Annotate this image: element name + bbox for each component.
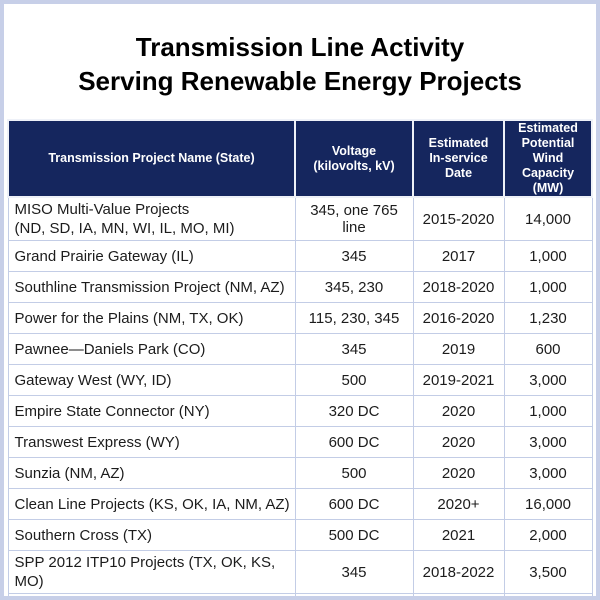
capacity-cell: 3,500 — [503, 550, 593, 594]
name-cell: Clean Line Projects (KS, OK, IA, NM, AZ) — [7, 488, 296, 520]
title-line-2: Serving Renewable Energy Projects — [78, 66, 522, 96]
name-cell: Empire State Connector (NY) — [7, 395, 296, 427]
capacity-cell: 3,000 — [503, 426, 593, 458]
capacity-cell: 1,000 — [503, 395, 593, 427]
voltage-cell: 500 — [294, 457, 414, 489]
voltage-cell: 600 DC — [294, 426, 414, 458]
capacity-cell: 1,230 — [503, 302, 593, 334]
name-cell: Grand Prairie Gateway (IL) — [7, 240, 296, 272]
name-cell: Southern Cross (TX) — [7, 519, 296, 551]
date-cell: 2020 — [412, 457, 505, 489]
name-cell: MISO Multi-Value Projects (ND, SD, IA, M… — [7, 196, 296, 241]
voltage-cell: 500 — [294, 593, 414, 596]
capacity-cell: 3,000 — [503, 457, 593, 489]
column-header-project-name: Transmission Project Name (State) — [7, 119, 296, 198]
table-row: Gateway West (WY, ID) 500 2019-2021 3,000 — [7, 364, 593, 396]
capacity-cell: 16,000 — [503, 488, 593, 520]
date-cell: 2019 — [412, 333, 505, 365]
table-row: Southern Cross (TX) 500 DC 2021 2,000 — [7, 519, 593, 551]
column-header-voltage: Voltage (kilovolts, kV) — [294, 119, 414, 198]
table-row: Empire State Connector (NY) 320 DC 2020 1,0… — [7, 395, 593, 427]
capacity-cell: 600 — [503, 333, 593, 365]
name-cell: Gateway West (WY, ID) — [7, 364, 296, 396]
date-cell: 2021 — [412, 519, 505, 551]
date-cell: 2019-2021 — [412, 364, 505, 396]
date-cell: 2016-2020 — [412, 302, 505, 334]
name-cell: Pawnee—Daniels Park (CO) — [7, 333, 296, 365]
date-cell: 2020 — [412, 426, 505, 458]
transmission-table: Transmission Project Name (State) Voltag… — [7, 119, 593, 596]
date-cell: 2018-2022 — [412, 550, 505, 594]
table-body: MISO Multi-Value Projects (ND, SD, IA, M… — [7, 196, 593, 596]
voltage-cell: 345 — [294, 240, 414, 272]
header-row: Transmission Project Name (State) Voltag… — [7, 119, 593, 198]
voltage-cell: 345, one 765 line — [294, 196, 414, 241]
table-row: Sunzia (NM, AZ) 500 2020 3,000 — [7, 457, 593, 489]
table-row: Transwest Express (WY) 600 DC 2020 3,000 — [7, 426, 593, 458]
capacity-cell: 1,000 — [503, 271, 593, 303]
capacity-cell: 1,500 — [503, 593, 593, 596]
table-row: Power for the Plains (NM, TX, OK) 115, 23… — [7, 302, 593, 334]
capacity-cell: 1,000 — [503, 240, 593, 272]
date-cell: 2020+ — [412, 488, 505, 520]
voltage-cell: 115, 230, 345 — [294, 302, 414, 334]
voltage-cell: 345 — [294, 550, 414, 594]
date-cell: 2015-2020 — [412, 196, 505, 241]
table-row: Pawnee—Daniels Park (CO) 345 2019 600 — [7, 333, 593, 365]
name-cell: Power for the Plains (NM, TX, OK) — [7, 302, 296, 334]
table-header: Transmission Project Name (State) Voltag… — [7, 119, 593, 198]
column-header-wind-capacity: Estimated Potential Wind Capacity (MW) — [503, 119, 593, 198]
date-cell: 2018-2020 — [412, 271, 505, 303]
page-title: Transmission Line Activity Serving Renew… — [16, 30, 584, 98]
name-cell: Gateway South (WY, UT) — [7, 593, 296, 596]
voltage-cell: 345, 230 — [294, 271, 414, 303]
title-line-1: Transmission Line Activity — [135, 32, 465, 62]
voltage-cell: 320 DC — [294, 395, 414, 427]
date-cell: 2017 — [412, 240, 505, 272]
table-row: SPP 2012 ITP10 Projects (TX, OK, KS, MO)… — [7, 550, 593, 594]
voltage-cell: 500 — [294, 364, 414, 396]
voltage-cell: 500 DC — [294, 519, 414, 551]
table-row: MISO Multi-Value Projects (ND, SD, IA, M… — [7, 196, 593, 241]
capacity-cell: 3,000 — [503, 364, 593, 396]
name-cell: SPP 2012 ITP10 Projects (TX, OK, KS, MO) — [7, 550, 296, 594]
table-row: Grand Prairie Gateway (IL) 345 2017 1,000 — [7, 240, 593, 272]
capacity-cell: 2,000 — [503, 519, 593, 551]
table-row: Clean Line Projects (KS, OK, IA, NM, AZ)… — [7, 488, 593, 520]
voltage-cell: 600 DC — [294, 488, 414, 520]
date-cell: 2020 — [412, 395, 505, 427]
voltage-cell: 345 — [294, 333, 414, 365]
name-cell: Transwest Express (WY) — [7, 426, 296, 458]
date-cell: 2020-2024 — [412, 593, 505, 596]
name-cell: Southline Transmission Project (NM, AZ) — [7, 271, 296, 303]
name-cell: Sunzia (NM, AZ) — [7, 457, 296, 489]
table-row: Southline Transmission Project (NM, AZ) 3… — [7, 271, 593, 303]
capacity-cell: 14,000 — [503, 196, 593, 241]
column-header-inservice-date: Estimated In-service Date — [412, 119, 505, 198]
